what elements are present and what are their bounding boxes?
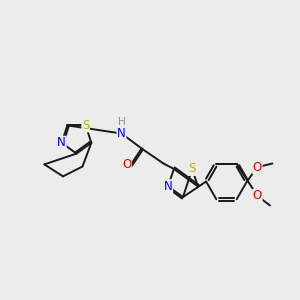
Text: S: S [82, 119, 89, 132]
Text: H: H [118, 117, 125, 127]
Text: S: S [188, 162, 196, 176]
Text: O: O [253, 160, 262, 174]
Text: O: O [122, 158, 131, 172]
Text: N: N [117, 127, 126, 140]
Text: N: N [164, 180, 172, 193]
Text: N: N [57, 136, 66, 149]
Text: O: O [253, 189, 262, 203]
